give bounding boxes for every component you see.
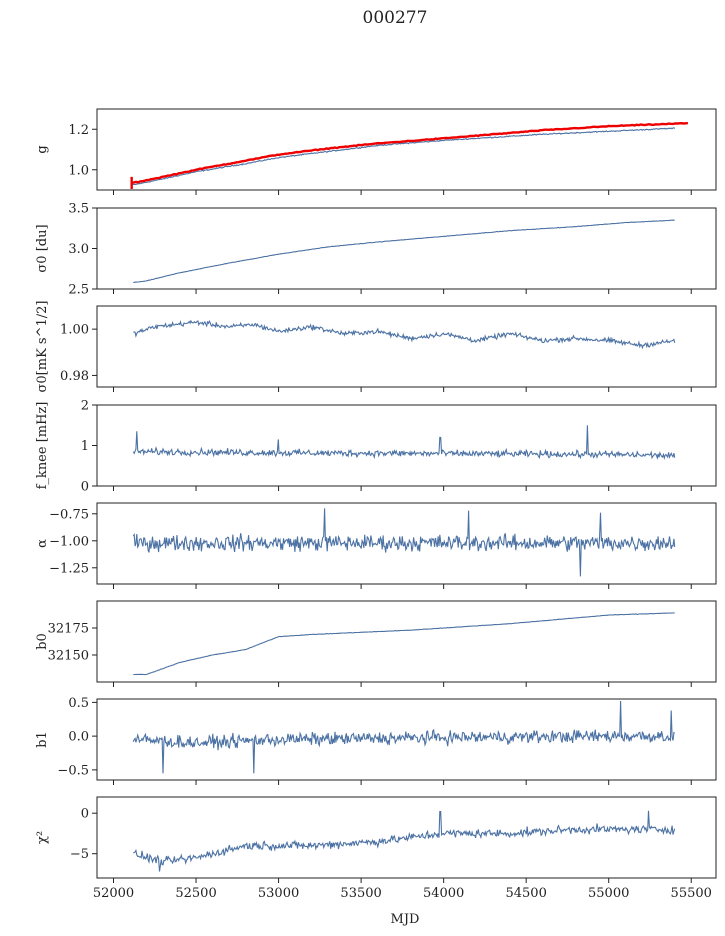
axes-frame — [96, 698, 717, 781]
series-line — [132, 508, 676, 577]
axes-frame — [96, 600, 717, 683]
panel-3: 0.98 1.00 σ0[mK s^1/2] — [35, 301, 717, 393]
y-axis-label: b1 — [35, 731, 50, 748]
y-axis-label: χ² — [35, 831, 50, 844]
y-tick-label: 3.0 — [68, 242, 89, 257]
y-axis-label: α — [35, 539, 50, 548]
axes-frame — [96, 796, 717, 879]
y-tick-label: −5 — [70, 847, 89, 862]
panel-1: 1.0 1.2 g — [35, 108, 717, 195]
x-tick-label: 54000 — [423, 886, 464, 901]
x-tick-label: 52000 — [93, 886, 134, 901]
y-tick-label: 2.5 — [68, 283, 89, 298]
x-tick-label: 52500 — [175, 886, 216, 901]
y-tick-label: 3.5 — [68, 202, 89, 217]
axes-frame — [96, 502, 717, 585]
y-axis-label: f_knee [mHz] — [35, 402, 50, 490]
x-tick-label: 54500 — [505, 886, 546, 901]
axes-frame — [96, 108, 717, 191]
y-tick-label: 1.2 — [68, 123, 89, 138]
series-line — [132, 425, 676, 461]
panels: 1.0 1.2 g 2.5 3.0 3.5 σ0 [du] 0.98 1.00 σ0[mK s^1… — [35, 108, 717, 901]
figure-title: 000277 — [363, 8, 428, 28]
series-line — [133, 612, 675, 676]
y-axis-label: b0 — [35, 633, 50, 650]
y-tick-label: −0.75 — [49, 507, 89, 522]
series-line — [133, 219, 675, 283]
series-line — [133, 319, 676, 350]
y-tick-label: 0.0 — [68, 730, 89, 745]
y-tick-label: −1.00 — [49, 534, 89, 549]
axes-frame — [96, 207, 717, 290]
panel-2: 2.5 3.0 3.5 σ0 [du] — [35, 202, 717, 298]
y-tick-label: 0 — [81, 807, 89, 822]
x-tick-label: 55000 — [588, 886, 629, 901]
x-tick-label: 53000 — [258, 886, 299, 901]
x-axis-label: MJD — [391, 912, 420, 927]
y-tick-label: −1.25 — [49, 561, 89, 576]
series-line — [133, 810, 676, 872]
series-line — [132, 700, 676, 774]
y-tick-label: 0 — [81, 480, 89, 495]
y-tick-label: 0.98 — [60, 369, 89, 384]
y-tick-label: 2 — [81, 399, 89, 414]
panel-8: −5 0 52000 52500 53000 53500 54000 54500 55000 55… — [35, 796, 717, 901]
panel-4: 0 1 2 f_knee [mHz] — [35, 399, 717, 495]
y-tick-label: 1.00 — [60, 323, 89, 338]
y-axis-label: σ0[mK s^1/2] — [35, 301, 50, 393]
axes-frame — [96, 404, 717, 487]
y-tick-label: 32150 — [48, 649, 89, 664]
y-axis-label: g — [35, 145, 50, 153]
axes-frame — [96, 305, 717, 388]
y-tick-label: 1 — [81, 439, 89, 454]
y-tick-label: 1.0 — [68, 163, 89, 178]
x-tick-label: 53500 — [340, 886, 381, 901]
y-tick-label: −0.5 — [57, 763, 89, 778]
series-line — [131, 127, 676, 186]
panel-5: −1.25 −1.00 −0.75 α — [35, 502, 717, 589]
x-tick-label: 55500 — [671, 886, 712, 901]
y-tick-label: 0.5 — [68, 696, 89, 711]
fit-line — [131, 121, 689, 184]
y-tick-label: 32175 — [48, 622, 89, 637]
panel-7: −0.5 0.0 0.5 b1 — [35, 696, 717, 785]
y-axis-label: σ0 [du] — [35, 224, 50, 272]
